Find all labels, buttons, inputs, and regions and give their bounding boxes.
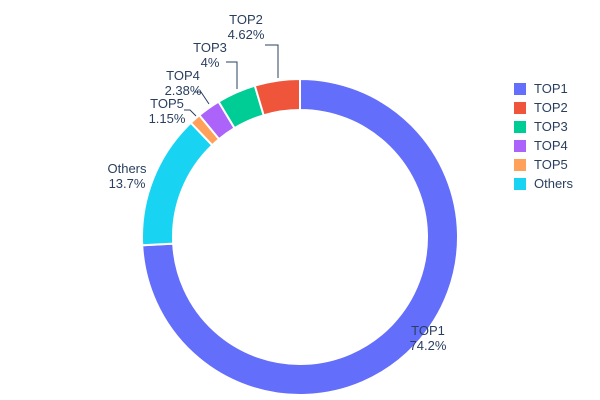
legend-label: TOP1 bbox=[534, 81, 568, 96]
legend-item-top1[interactable]: TOP1 bbox=[514, 82, 573, 96]
slice-label-percent: 4.62% bbox=[228, 27, 265, 42]
legend-label: TOP5 bbox=[534, 157, 568, 172]
legend-swatch-top3 bbox=[514, 121, 526, 133]
slice-label-name: Others bbox=[107, 161, 147, 176]
slice-label-top4: TOP4 2.38% bbox=[165, 68, 202, 98]
slice-label-top1: TOP1 74.2% bbox=[410, 323, 447, 353]
slice-label-top3: TOP3 4% bbox=[193, 40, 227, 70]
chart-legend: TOP1 TOP2 TOP3 TOP4 TOP5 Others bbox=[514, 82, 573, 191]
legend-label: TOP4 bbox=[534, 138, 568, 153]
legend-swatch-top2 bbox=[514, 102, 526, 114]
label-leader-line-top5 bbox=[184, 109, 197, 117]
legend-item-top5[interactable]: TOP5 bbox=[514, 158, 573, 172]
legend-swatch-others bbox=[514, 178, 526, 190]
legend-item-top2[interactable]: TOP2 bbox=[514, 101, 573, 115]
slice-label-percent: 1.15% bbox=[149, 111, 186, 126]
slice-label-top2: TOP2 4.62% bbox=[228, 12, 265, 42]
legend-item-top4[interactable]: TOP4 bbox=[514, 139, 573, 153]
legend-item-others[interactable]: Others bbox=[514, 177, 573, 191]
legend-swatch-top4 bbox=[514, 140, 526, 152]
legend-label: TOP2 bbox=[534, 100, 568, 115]
legend-swatch-top1 bbox=[514, 83, 526, 95]
slice-label-name: TOP1 bbox=[411, 323, 445, 338]
slice-label-top5: TOP5 1.15% bbox=[149, 96, 186, 126]
label-leader-line-top2 bbox=[265, 44, 279, 78]
slice-label-name: TOP4 bbox=[166, 68, 200, 83]
slice-label-percent: 13.7% bbox=[109, 176, 146, 191]
slice-label-name: TOP2 bbox=[229, 12, 263, 27]
slice-label-name: TOP5 bbox=[150, 96, 184, 111]
legend-label: Others bbox=[534, 176, 574, 191]
legend-swatch-top5 bbox=[514, 159, 526, 171]
pie-slice-top1[interactable] bbox=[141, 77, 459, 396]
legend-item-top3[interactable]: TOP3 bbox=[514, 120, 573, 134]
pie-slice-others[interactable] bbox=[141, 121, 214, 247]
label-leader-line-top3 bbox=[226, 61, 238, 89]
slice-label-percent: 2.38% bbox=[165, 83, 202, 98]
pie-slice-top2[interactable] bbox=[253, 77, 301, 117]
slice-label-percent: 4% bbox=[201, 55, 220, 70]
slice-label-name: TOP3 bbox=[193, 40, 227, 55]
legend-label: TOP3 bbox=[534, 119, 568, 134]
slice-label-percent: 74.2% bbox=[410, 338, 447, 353]
slice-label-others: Others 13.7% bbox=[107, 161, 147, 191]
label-leader-line-top4 bbox=[194, 91, 210, 105]
